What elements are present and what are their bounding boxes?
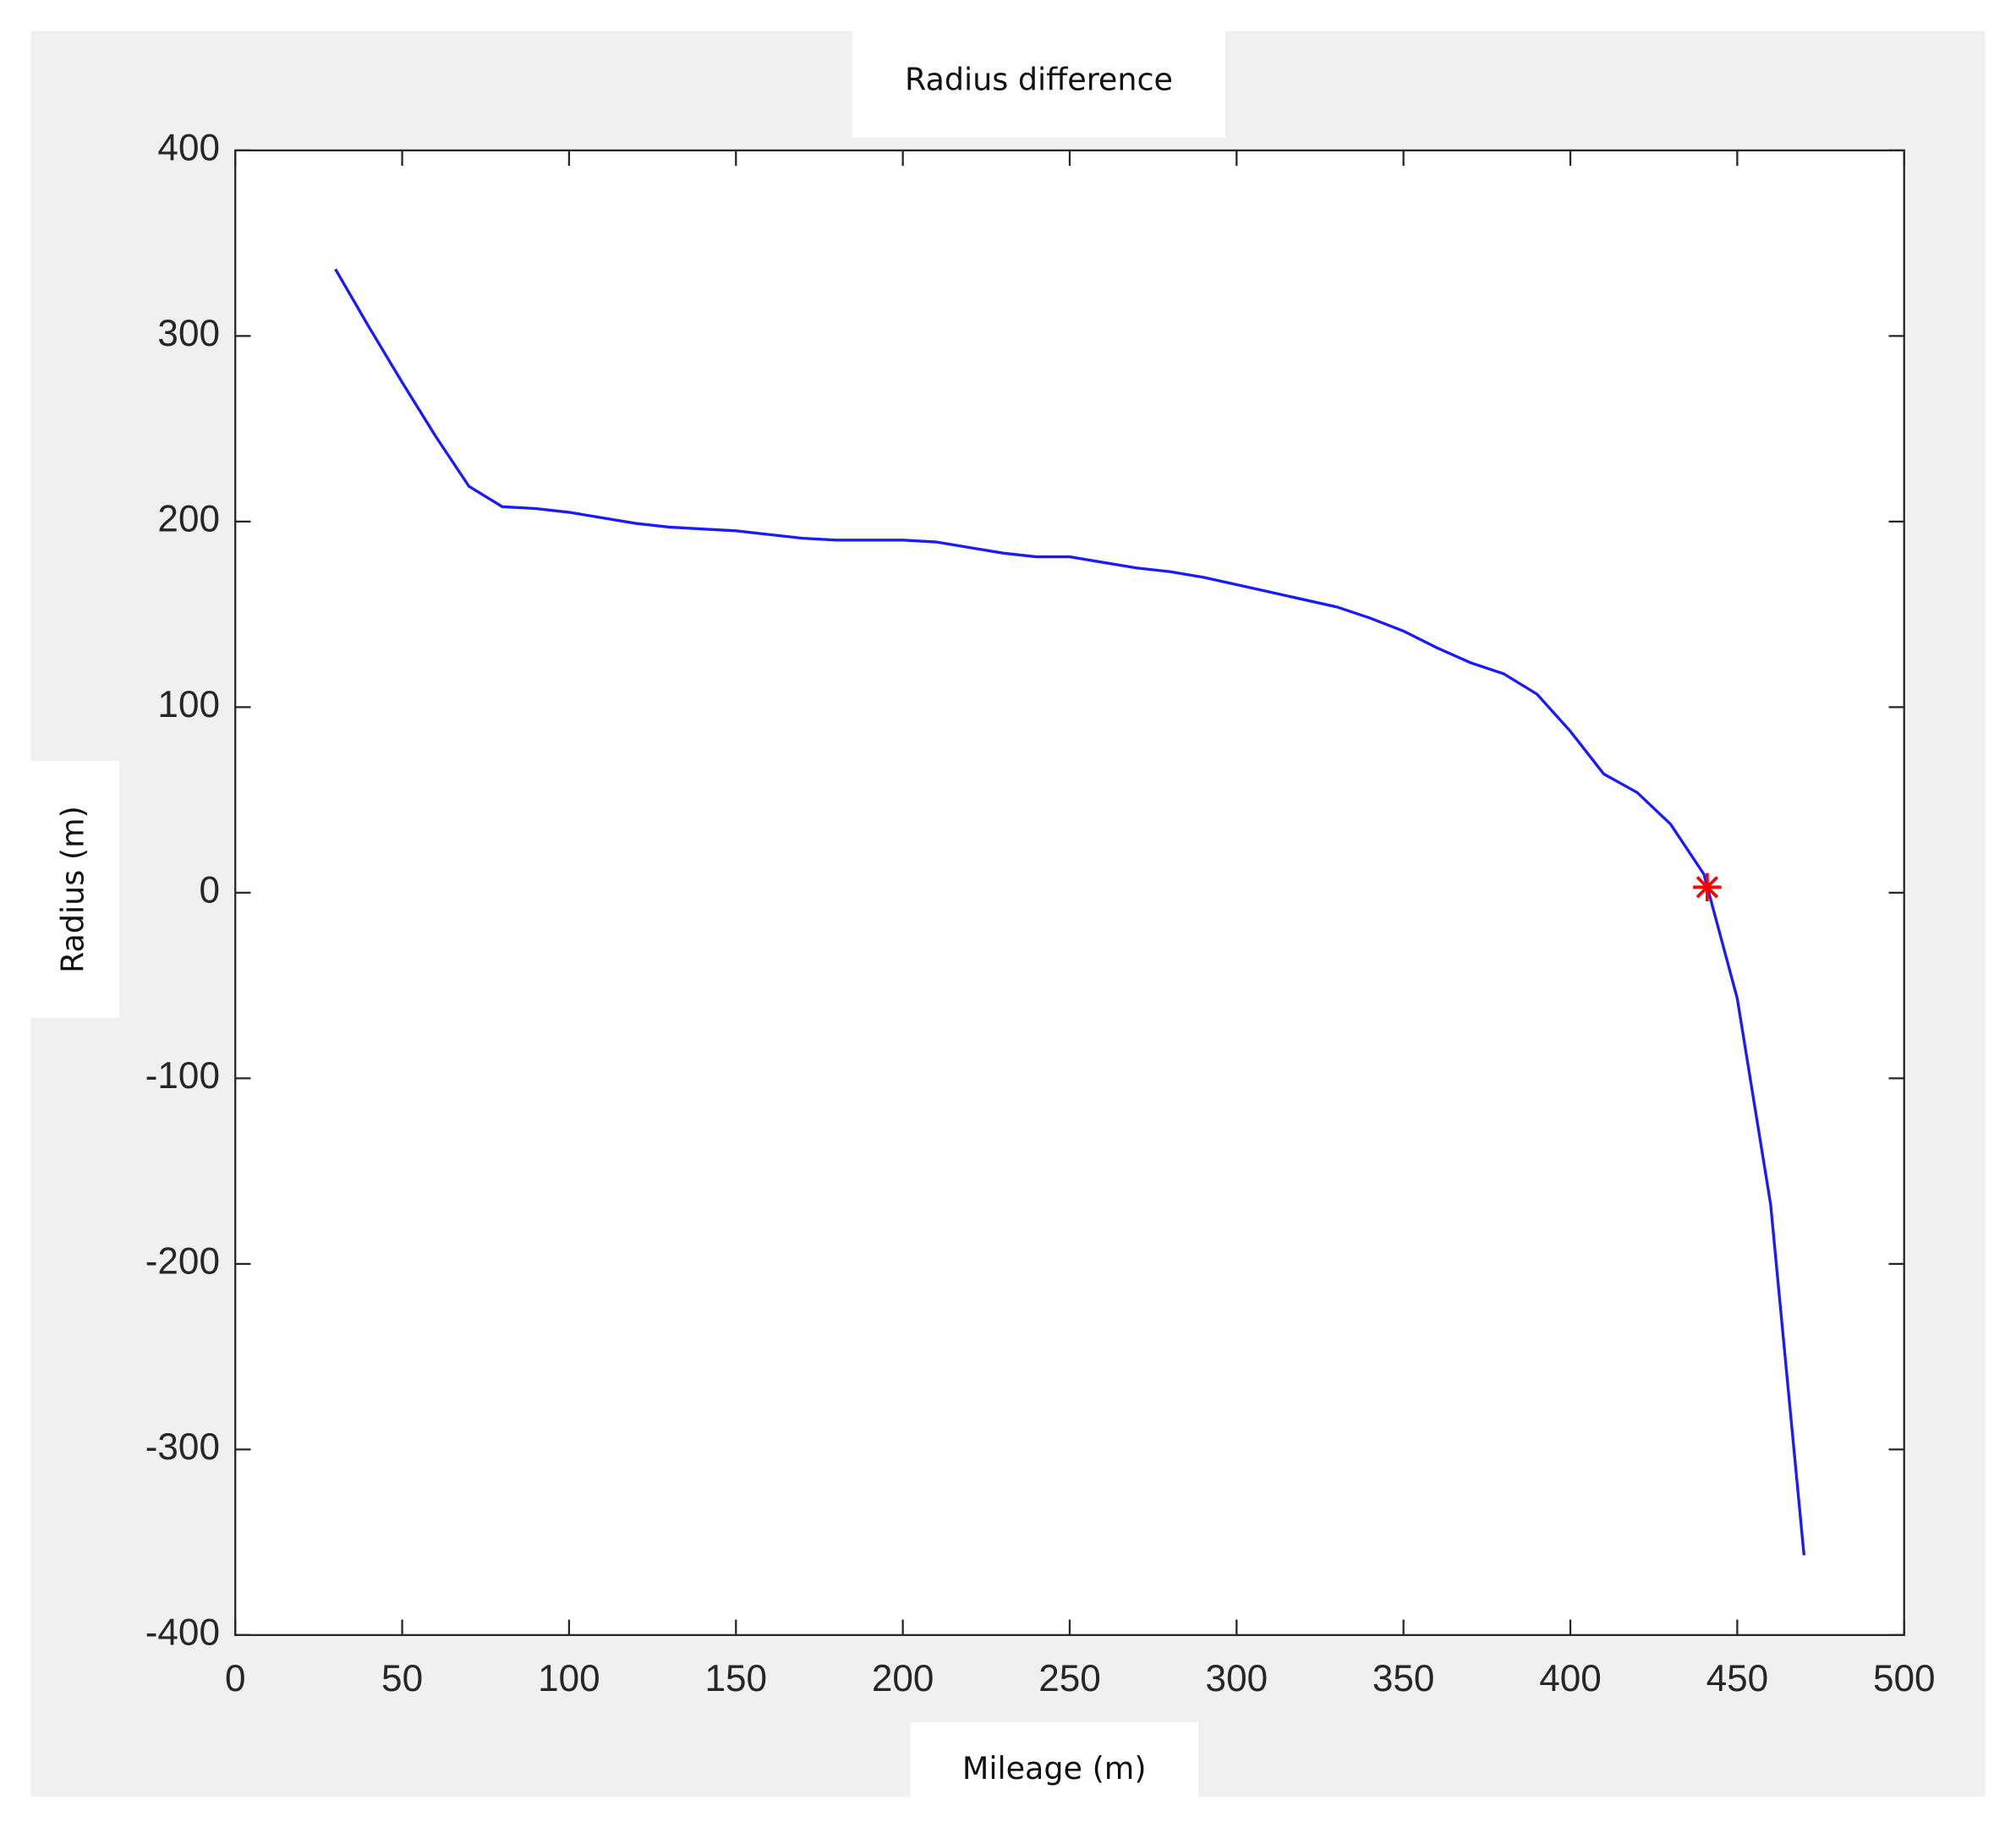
x-tick-label: 50 [381,1658,423,1699]
ylabel-box [30,761,120,1019]
x-tick-label: 450 [1706,1658,1769,1699]
y-tick-label: 200 [157,499,220,540]
xlabel-box [910,1722,1199,1797]
y-tick-label: -300 [145,1426,220,1468]
y-tick-label: 100 [157,684,220,725]
x-axis-label: Mileage (m) [962,1750,1147,1786]
x-tick-label: 250 [1038,1658,1101,1699]
x-tick-label: 200 [872,1658,934,1699]
y-tick-label: -200 [145,1241,220,1283]
x-tick-label: 400 [1539,1658,1602,1699]
x-tick-label: 150 [705,1658,768,1699]
x-tick-label: 300 [1206,1658,1268,1699]
data-line [334,268,1805,1556]
title-box [852,30,1225,138]
y-tick-label: -100 [145,1055,220,1097]
y-tick-label: 0 [199,870,220,911]
y-tick-label: 300 [157,313,220,354]
y-tick-label: 400 [157,128,220,169]
x-tick-label: 350 [1372,1658,1435,1699]
plot-area [234,149,1905,1637]
x-tick-label: 100 [538,1658,600,1699]
x-tick-label: 0 [225,1658,246,1699]
y-tick-label: -400 [145,1612,220,1654]
x-tick-label: 500 [1873,1658,1936,1699]
marker [1693,873,1722,902]
y-axis-label: Radius (m) [55,806,91,973]
chart-title: Radius difference [905,61,1173,97]
